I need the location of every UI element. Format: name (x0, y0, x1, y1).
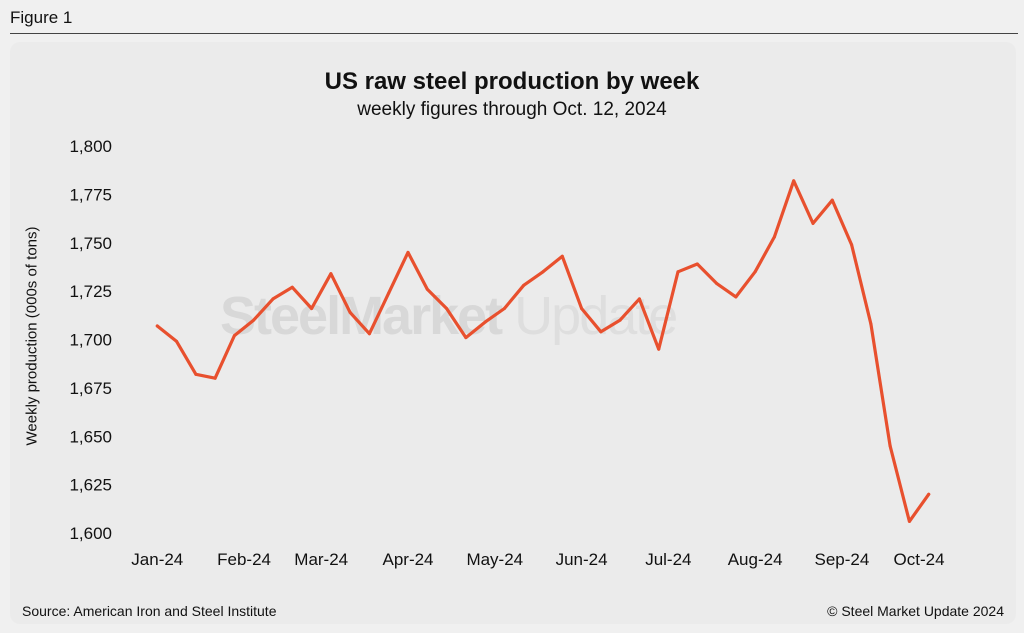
series-line-weekly-production (155, 179, 931, 523)
data-point (715, 281, 719, 285)
x-tick-label: Mar-24 (294, 550, 348, 569)
x-tick-label: Jul-24 (645, 550, 691, 569)
copyright-note: © Steel Market Update 2024 (827, 603, 1004, 619)
y-tick-label: 1,775 (69, 185, 112, 204)
chart-panel (10, 42, 1016, 624)
data-point (329, 272, 333, 276)
data-point (406, 250, 410, 254)
data-point (618, 318, 622, 322)
data-point (888, 444, 892, 448)
data-point (830, 198, 834, 202)
y-tick-label: 1,650 (69, 427, 112, 446)
data-point (194, 372, 198, 376)
y-tick-label: 1,600 (69, 524, 112, 543)
data-point (155, 324, 159, 328)
data-point (850, 243, 854, 247)
x-tick-labels: Jan-24 Feb-24 Mar-24 Apr-24 May-24 Jun-24 Jul-… (131, 550, 944, 569)
data-point (310, 307, 314, 311)
data-point (464, 336, 468, 340)
figure-label: Figure 1 (10, 8, 73, 27)
data-point (637, 297, 641, 301)
y-tick-labels: 1,600 1,625 1,650 1,675 1,700 1,725 1,750 1,775… (69, 137, 112, 543)
data-point (560, 254, 564, 258)
x-tick-label: Feb-24 (217, 550, 271, 569)
source-note: Source: American Iron and Steel Institut… (22, 603, 277, 619)
data-point (772, 235, 776, 239)
x-tick-label: Jan-24 (131, 550, 183, 569)
data-point (541, 270, 545, 274)
y-tick-label: 1,625 (69, 476, 112, 495)
chart-title: US raw steel production by week (324, 68, 700, 95)
x-tick-label: Oct-24 (894, 550, 945, 569)
data-point (252, 318, 256, 322)
data-point (580, 307, 584, 311)
header-divider (10, 33, 1018, 34)
data-point (213, 376, 217, 380)
y-tick-label: 1,700 (69, 331, 112, 350)
data-point (175, 339, 179, 343)
watermark-logo: SteelMarket Update (220, 285, 678, 347)
watermark-strong: SteelMarket (220, 286, 503, 346)
data-point (657, 347, 661, 351)
data-point (425, 287, 429, 291)
data-point (271, 297, 275, 301)
data-point (445, 307, 449, 311)
x-tick-label: Sep-24 (815, 550, 870, 569)
x-tick-label: May-24 (466, 550, 523, 569)
data-point (522, 283, 526, 287)
data-point (753, 270, 757, 274)
chart-subtitle: weekly figures through Oct. 12, 2024 (357, 99, 667, 120)
data-point (695, 262, 699, 266)
data-point (927, 492, 931, 496)
data-point (792, 179, 796, 183)
y-tick-label: 1,675 (69, 379, 112, 398)
data-point (387, 291, 391, 295)
data-point (483, 320, 487, 324)
data-point (599, 330, 603, 334)
x-tick-label: Jun-24 (556, 550, 608, 569)
data-point (367, 332, 371, 336)
data-point (907, 519, 911, 523)
data-point (232, 334, 236, 338)
y-tick-label: 1,725 (69, 282, 112, 301)
x-tick-label: Apr-24 (382, 550, 433, 569)
data-point (290, 285, 294, 289)
data-point (676, 270, 680, 274)
data-point (502, 307, 506, 311)
data-point (348, 310, 352, 314)
data-point (734, 295, 738, 299)
data-point (811, 221, 815, 225)
data-point (869, 322, 873, 326)
watermark-light: Update (501, 286, 678, 346)
y-tick-label: 1,800 (69, 137, 112, 156)
y-tick-label: 1,750 (69, 234, 112, 253)
data-points (155, 179, 931, 523)
x-tick-label: Aug-24 (728, 550, 783, 569)
